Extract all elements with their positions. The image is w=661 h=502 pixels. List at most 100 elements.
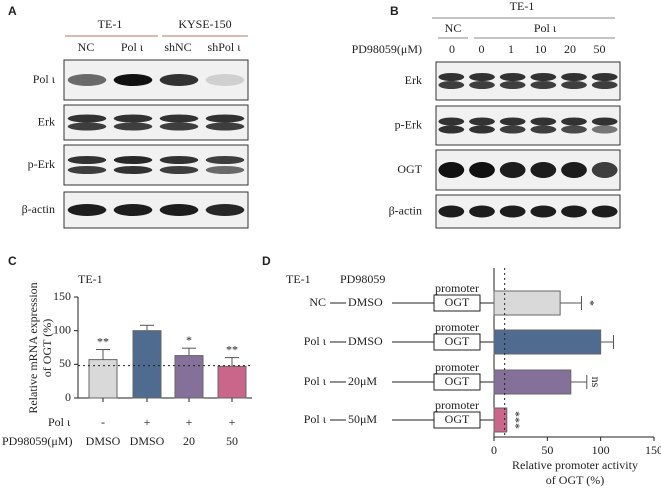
x-tick-label: 100 [592, 443, 610, 457]
band [561, 205, 587, 218]
band [438, 162, 465, 178]
band [159, 74, 199, 86]
band [438, 81, 465, 89]
band [469, 81, 495, 89]
promoter-label: promoter [435, 360, 479, 374]
lane-label: shPol ι [208, 40, 242, 54]
band [499, 162, 526, 178]
band [591, 73, 618, 81]
significance: *** [509, 411, 523, 429]
band [530, 81, 557, 89]
band [591, 117, 618, 126]
bar [132, 330, 162, 399]
dose-label: PD98059(μM) [352, 42, 422, 56]
lane-group: Pol ι [534, 21, 557, 35]
promoter-gene: OGT [445, 334, 470, 348]
band [499, 205, 526, 218]
row-treatment: 20μM [348, 374, 377, 388]
dose: 20 [564, 42, 576, 56]
band [499, 117, 526, 126]
band [205, 122, 245, 131]
band [438, 125, 465, 134]
bar [493, 369, 572, 395]
promoter-gene: OGT [445, 374, 470, 388]
row-group: Pol ι [304, 412, 327, 426]
row-label: Erk [405, 73, 422, 87]
treatment-value: + [229, 415, 236, 429]
panel-label: A [8, 4, 17, 18]
y-axis-label: Relative mRNA expression [26, 282, 40, 413]
y-tick-label: 0 [65, 390, 71, 404]
band [67, 156, 107, 164]
x-axis-label: of OGT (%) [546, 473, 604, 487]
dose: 0 [449, 42, 455, 56]
band [591, 81, 618, 89]
band [205, 204, 245, 216]
row-label: Pol ι [33, 72, 56, 86]
blot [435, 194, 621, 229]
x-tick-label: 150 [645, 443, 661, 457]
band [469, 125, 495, 134]
treatment-name: PD98059(μM) [2, 434, 72, 448]
bar [493, 329, 602, 355]
treatment-value: + [186, 415, 193, 429]
band [561, 117, 587, 126]
dose: 0 [479, 42, 485, 56]
lane-label: shNC [164, 40, 191, 54]
band [67, 204, 107, 216]
band [469, 205, 495, 218]
treatment-value: 50 [226, 434, 238, 448]
row-group: Pol ι [304, 334, 327, 348]
band [561, 162, 587, 178]
band [67, 122, 107, 131]
group-label: TE-1 [98, 17, 123, 31]
row-label: β-actin [389, 203, 422, 217]
row-treatment: 50μM [348, 412, 377, 426]
band [205, 114, 245, 123]
blot [435, 105, 621, 146]
chart-title: TE-1 [78, 272, 103, 286]
treatment-value: 20 [183, 434, 195, 448]
treatment-name: Pol ι [48, 415, 71, 429]
bar [493, 407, 508, 433]
significance: * [186, 333, 192, 347]
band [159, 156, 199, 164]
band [591, 125, 618, 134]
treatment-value: DMSO [86, 434, 121, 448]
promoter-gene: OGT [445, 295, 470, 309]
bar [174, 355, 204, 399]
dose: 10 [535, 42, 547, 56]
blot [435, 61, 621, 101]
band [530, 205, 557, 218]
promoter-label: promoter [435, 281, 479, 295]
promoter-label: promoter [435, 398, 479, 412]
lane-group: NC [445, 21, 462, 35]
band [113, 166, 153, 174]
blot [435, 149, 621, 191]
row-group: NC [309, 295, 326, 309]
chart-title: PD98059 [340, 272, 385, 286]
dose: 1 [508, 42, 514, 56]
y-tick-label: 150 [53, 289, 71, 303]
blot [63, 104, 249, 141]
band [113, 122, 153, 131]
chart-title: TE-1 [286, 272, 311, 286]
band [438, 73, 465, 81]
band [561, 81, 587, 89]
significance: ** [226, 342, 238, 356]
band [469, 73, 495, 81]
band [530, 73, 557, 81]
band [591, 205, 618, 218]
band [67, 166, 107, 174]
band [561, 125, 587, 134]
band [67, 114, 107, 123]
row-group: Pol ι [304, 374, 327, 388]
band [438, 117, 465, 126]
band [159, 114, 199, 123]
band [159, 122, 199, 131]
row-label: p-Erk [28, 157, 55, 171]
band [113, 204, 153, 216]
band [561, 73, 587, 81]
row-label: p-Erk [395, 117, 422, 131]
